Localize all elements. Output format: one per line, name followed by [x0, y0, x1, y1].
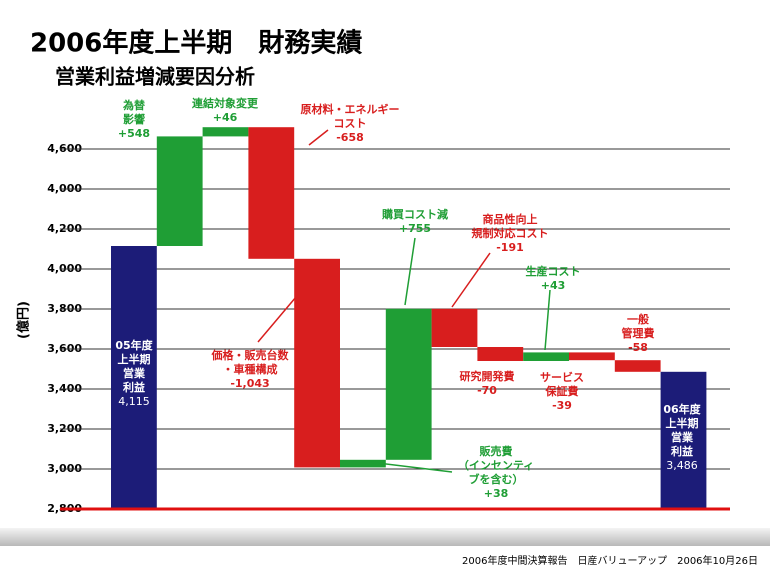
category-label: 営業	[671, 430, 694, 444]
category-label: 一般	[627, 312, 649, 326]
value-label: -58	[628, 341, 648, 354]
bar	[111, 246, 157, 509]
category-label: 上半期	[118, 352, 151, 366]
footer-band	[0, 528, 770, 546]
value-label: 4,115	[118, 395, 150, 408]
category-label: 06年度	[663, 402, 701, 416]
bar	[340, 459, 386, 468]
bar	[431, 308, 478, 347]
bar	[523, 352, 569, 361]
value-label: +46	[213, 111, 238, 124]
category-label: 利益	[123, 380, 145, 394]
value-label: 3,486	[666, 459, 698, 472]
value-label: -658	[336, 131, 364, 144]
category-label: （インセンティ	[458, 459, 534, 472]
category-label: 生産コスト	[526, 264, 581, 278]
callout-line	[369, 461, 453, 473]
bar	[202, 127, 249, 137]
category-label: 保証費	[545, 384, 579, 398]
category-label: 管理費	[622, 326, 655, 340]
value-label: -191	[496, 241, 524, 254]
bar	[660, 371, 707, 509]
chart-title: 2006年度上半期 財務実績	[30, 28, 362, 59]
value-label: +548	[118, 127, 150, 140]
category-label: 原材料・エネルギー	[301, 102, 400, 116]
category-label: 連結対象変更	[192, 96, 259, 110]
value-label: -70	[477, 384, 497, 397]
category-label: 影響	[123, 112, 145, 126]
category-label: 価格・販売台数	[211, 348, 290, 362]
category-label: 為替	[123, 98, 146, 112]
callout-line	[451, 252, 491, 308]
category-label: サービス	[540, 370, 584, 384]
category-label: 購買コスト減	[381, 207, 448, 221]
category-label: コスト	[334, 117, 367, 130]
y-axis-label: (億円)	[16, 301, 32, 339]
value-label: -1,043	[230, 377, 269, 390]
bar	[569, 352, 615, 361]
value-label: +43	[541, 279, 566, 292]
bar	[156, 136, 203, 246]
category-label: ・車種構成	[223, 362, 278, 376]
category-label: 商品性向上	[483, 212, 538, 226]
value-label: +38	[484, 487, 509, 500]
callout-line	[404, 237, 416, 306]
callout-line	[544, 289, 551, 351]
callout-line	[308, 129, 329, 146]
bar	[477, 347, 524, 361]
category-label: 05年度	[115, 338, 153, 352]
category-label: ブを含む）	[469, 472, 524, 486]
bar	[248, 127, 295, 259]
category-label: 販売費	[480, 444, 513, 458]
category-label: 利益	[671, 444, 693, 458]
value-label: -39	[552, 399, 572, 412]
callout-line	[257, 296, 297, 343]
value-label: +755	[399, 222, 431, 235]
footer: 2006年度中間決算報告 日産バリューアップ 2006年10月26日	[462, 554, 758, 567]
category-label: 営業	[123, 366, 146, 380]
category-label: 規制対応コスト	[472, 226, 549, 240]
bar	[294, 258, 340, 468]
category-label: 研究開発費	[460, 369, 515, 383]
chart-subtitle: 営業利益増減要因分析	[55, 65, 255, 89]
bar	[614, 360, 661, 372]
bar	[385, 308, 432, 460]
category-label: 上半期	[666, 416, 699, 430]
